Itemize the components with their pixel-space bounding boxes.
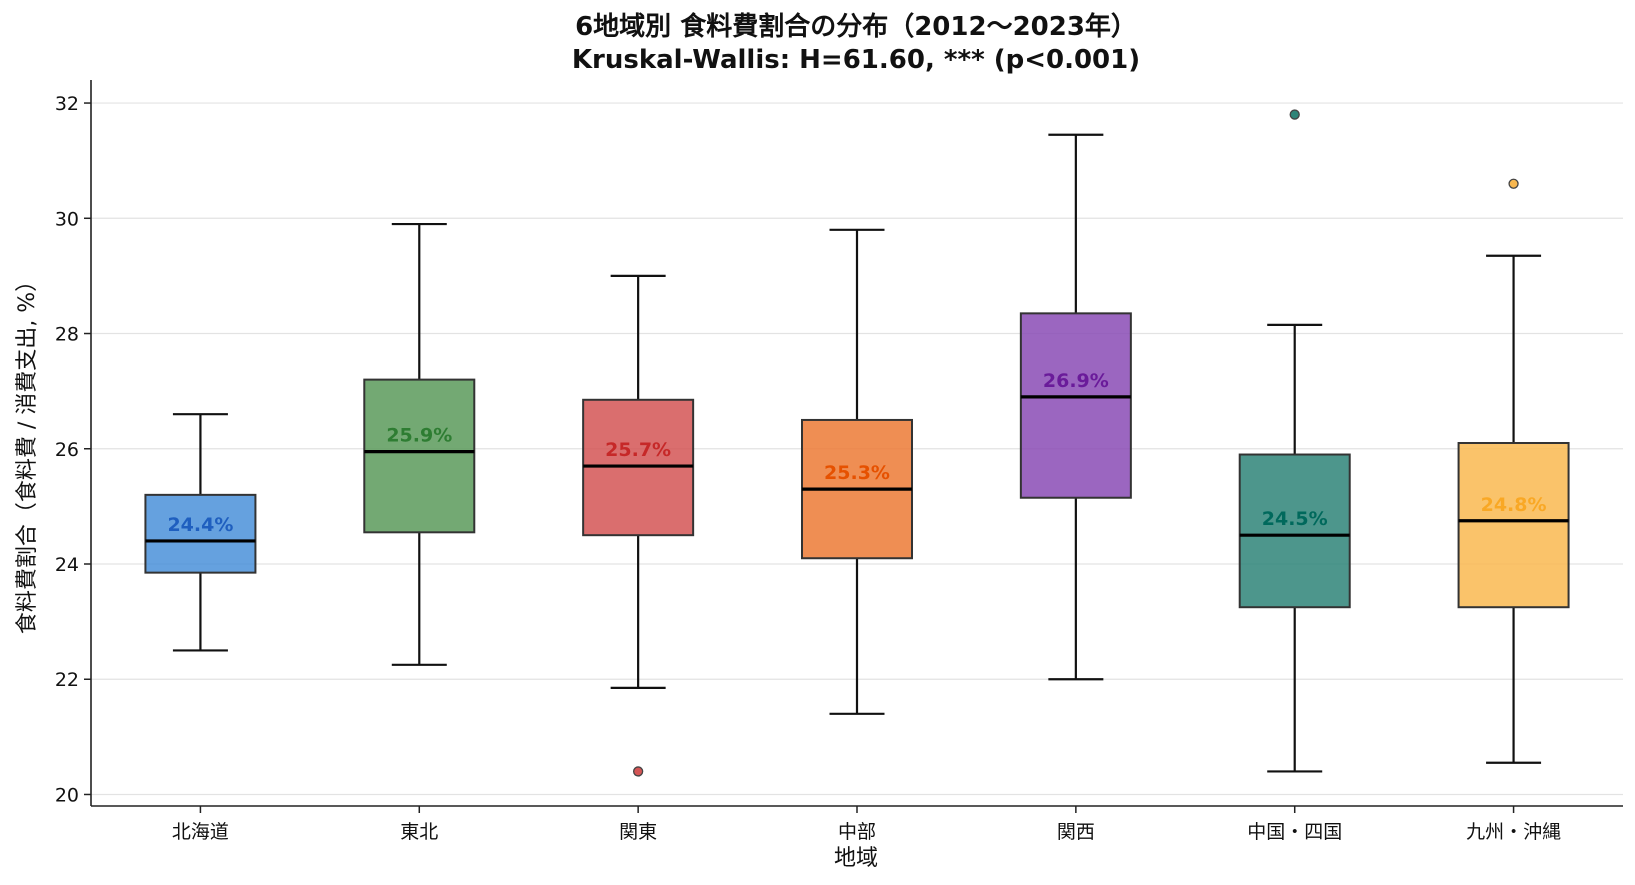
x-tick-label: 東北 bbox=[400, 821, 438, 843]
median-label: 25.9% bbox=[386, 425, 452, 447]
box-body bbox=[1238, 453, 1351, 609]
median-label: 25.7% bbox=[605, 439, 671, 461]
x-tick-label: 中部 bbox=[838, 821, 876, 843]
outlier-point bbox=[632, 766, 644, 777]
y-tick-label: 28 bbox=[55, 324, 79, 346]
median-label: 25.3% bbox=[824, 462, 890, 484]
median-label: 24.4% bbox=[167, 514, 233, 536]
median-label: 24.5% bbox=[1262, 508, 1328, 530]
y-tick-label: 22 bbox=[55, 669, 79, 691]
box-body bbox=[1019, 312, 1132, 499]
box-body bbox=[363, 378, 476, 534]
box-body bbox=[144, 493, 257, 574]
x-tick-label: 九州・沖縄 bbox=[1466, 821, 1561, 843]
chart-title: 6地域別 食料費割合の分布（2012〜2023年） bbox=[575, 11, 1137, 42]
box-5: 26.9% bbox=[1019, 133, 1132, 681]
median-label: 24.8% bbox=[1481, 494, 1547, 516]
y-tick-label: 30 bbox=[55, 208, 79, 230]
box-6: 24.5% bbox=[1238, 109, 1351, 773]
y-axis-label: 食料費割合（食料費 / 消費支出, %） bbox=[15, 270, 40, 634]
plot-area: 24.4% 25.9% 25.7% 25.3% 26.9% 24.5% 24.8% bbox=[144, 109, 1570, 777]
box-4: 25.3% bbox=[801, 228, 913, 715]
axes: 20 22 24 26 28 30 32 北海道 東北 関東 中部 関西 中国・四国 九州・沖縄 bbox=[55, 80, 1623, 843]
x-tick-label: 北海道 bbox=[172, 821, 229, 843]
y-tick-label: 32 bbox=[55, 93, 79, 115]
x-tick-label: 中国・四国 bbox=[1247, 821, 1342, 843]
median-label: 26.9% bbox=[1043, 370, 1109, 392]
outlier-point bbox=[1508, 178, 1519, 189]
outlier-point bbox=[1289, 109, 1300, 120]
box-body bbox=[1457, 442, 1570, 609]
y-tick-label: 26 bbox=[55, 439, 79, 461]
x-axis-label: 地域 bbox=[834, 846, 878, 871]
x-tick-label: 関東 bbox=[619, 821, 657, 843]
y-tick-label: 20 bbox=[55, 784, 79, 806]
box-3: 25.7% bbox=[582, 274, 695, 777]
box-1: 24.4% bbox=[144, 413, 257, 652]
chart-subtitle: Kruskal-Wallis: H=61.60, *** (p<0.001) bbox=[572, 45, 1140, 75]
y-tick-label: 24 bbox=[55, 554, 79, 576]
box-7: 24.8% bbox=[1457, 178, 1570, 764]
box-2: 25.9% bbox=[363, 222, 476, 666]
x-tick-label: 関西 bbox=[1057, 821, 1095, 843]
